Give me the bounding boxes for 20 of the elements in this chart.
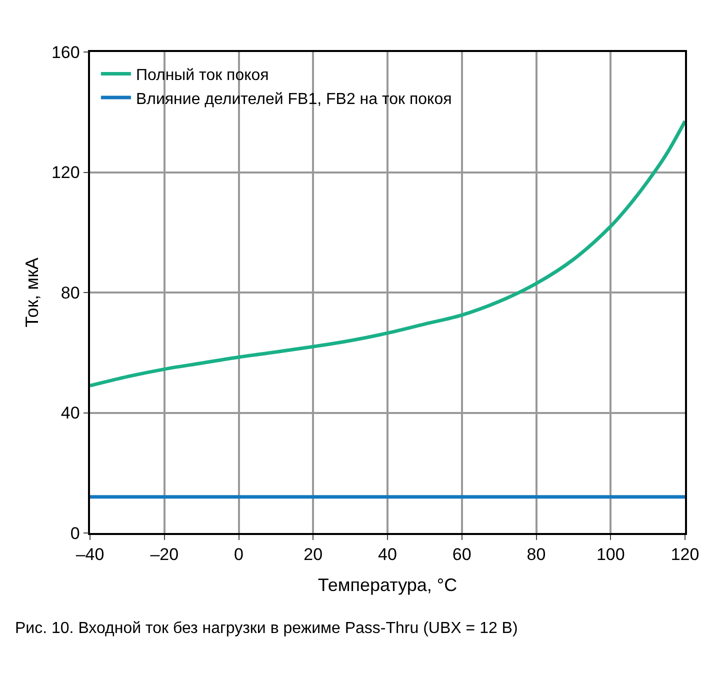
y-tick-label: 80 xyxy=(60,283,80,302)
y-axis-title: Ток, мкА xyxy=(22,258,42,328)
y-tick-label: 40 xyxy=(60,404,80,423)
y-tick-label: 160 xyxy=(51,42,80,62)
x-tick-label: 0 xyxy=(234,545,244,564)
x-tick-label: 100 xyxy=(596,545,625,564)
line-series xyxy=(90,119,685,388)
y-tick-label: 120 xyxy=(51,163,80,182)
legend-label: Полный ток покоя xyxy=(136,66,269,84)
x-axis-title: Температура, °C xyxy=(318,574,458,595)
x-tick-label: –40 xyxy=(76,545,104,564)
legend-label: Влияние делителей FB1, FB2 на ток покоя xyxy=(136,90,452,108)
text: Рис. 10. Входной ток без нагрузки в режиме Pass-Thru (UBX = 12 В) xyxy=(15,620,518,637)
x-tick-label: –20 xyxy=(150,545,179,564)
x-tick-label: 120 xyxy=(670,545,700,564)
x-tick-label: 20 xyxy=(304,545,323,564)
x-tick-label: 60 xyxy=(452,545,472,564)
y-tick-label: 0 xyxy=(70,524,80,543)
x-tick-label: 40 xyxy=(378,545,397,564)
x-tick-label: 80 xyxy=(526,545,546,564)
